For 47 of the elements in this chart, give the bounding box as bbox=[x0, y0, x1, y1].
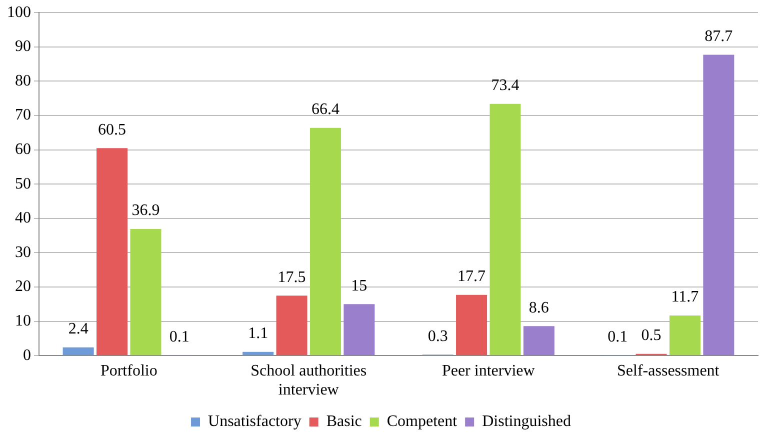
legend-label: Distinguished bbox=[482, 413, 571, 430]
legend-label: Basic bbox=[326, 413, 362, 430]
y-tick-label: 50 bbox=[15, 175, 31, 192]
y-tick-label: 60 bbox=[15, 141, 31, 158]
y-tick-label: 40 bbox=[15, 210, 31, 227]
x-tick-label: Peer interview bbox=[442, 362, 536, 380]
y-tick-label: 20 bbox=[15, 278, 31, 296]
bar bbox=[310, 128, 341, 356]
bar bbox=[242, 352, 274, 356]
legend-label: Unsatisfactory bbox=[208, 413, 302, 430]
data-label: 0.1 bbox=[169, 328, 190, 346]
bar bbox=[62, 347, 94, 356]
y-tick-label: 90 bbox=[15, 38, 31, 56]
bar bbox=[130, 229, 162, 356]
x-tick-label: Self-assessment bbox=[617, 362, 720, 380]
bar bbox=[523, 326, 554, 356]
bar bbox=[703, 54, 734, 356]
bar bbox=[669, 315, 700, 356]
data-label: 1.1 bbox=[248, 325, 268, 342]
data-label: 0.1 bbox=[608, 328, 628, 346]
data-label: 2.4 bbox=[68, 320, 88, 338]
bar bbox=[344, 304, 375, 356]
bar bbox=[96, 148, 128, 356]
bar bbox=[490, 104, 521, 356]
legend-label: Competent bbox=[386, 413, 458, 430]
data-label: 73.4 bbox=[491, 77, 520, 94]
y-tick-label: 10 bbox=[15, 312, 31, 330]
y-tick-label: 100 bbox=[7, 4, 31, 21]
y-tick-label: 30 bbox=[15, 244, 31, 261]
y-tick-label: 70 bbox=[15, 106, 31, 124]
y-tick-label: 80 bbox=[15, 72, 31, 90]
bar bbox=[456, 294, 488, 356]
data-label: 11.7 bbox=[671, 288, 699, 306]
data-label: 15 bbox=[351, 277, 368, 294]
bar bbox=[276, 296, 308, 356]
data-label: 36.9 bbox=[132, 202, 160, 220]
data-label: 87.7 bbox=[704, 28, 733, 45]
data-label: 0.3 bbox=[428, 328, 448, 345]
data-label: 8.6 bbox=[528, 299, 549, 316]
data-label: 66.4 bbox=[311, 101, 340, 118]
data-label: 17.5 bbox=[278, 268, 306, 286]
data-label: 17.7 bbox=[458, 268, 486, 286]
data-label: 0.5 bbox=[641, 327, 662, 344]
x-tick-label: Portfolio bbox=[100, 362, 158, 380]
data-label: 60.5 bbox=[98, 121, 126, 138]
y-tick-label: 0 bbox=[23, 346, 31, 364]
x-tick-label: School authorities interview bbox=[250, 362, 367, 399]
